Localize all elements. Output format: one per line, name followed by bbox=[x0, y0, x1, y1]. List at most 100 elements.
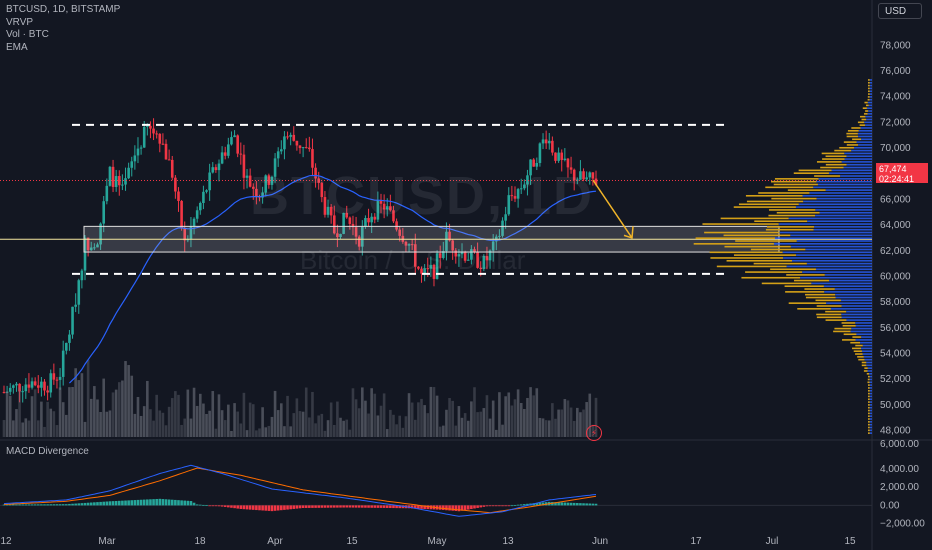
macd-axis-tick: 2,000.00 bbox=[880, 482, 919, 493]
macd-histogram-bar bbox=[77, 503, 81, 506]
macd-pane-title[interactable]: MACD Divergence bbox=[6, 446, 89, 457]
volume-bar bbox=[99, 412, 102, 437]
candle-body bbox=[245, 175, 249, 178]
candle-body bbox=[102, 201, 106, 224]
candle-body bbox=[192, 218, 196, 227]
macd-histogram-bar bbox=[174, 499, 177, 506]
volume-profile-bar bbox=[857, 121, 865, 124]
lightning-icon[interactable]: ⚡ bbox=[586, 425, 602, 441]
candle-body bbox=[248, 175, 252, 187]
time-axis-tick: 15 bbox=[346, 536, 358, 547]
macd-histogram-bar bbox=[276, 505, 280, 511]
volume-bar bbox=[413, 419, 417, 437]
macd-signal-line bbox=[3, 467, 597, 514]
volume-bar bbox=[594, 397, 598, 437]
candle-body bbox=[255, 188, 258, 197]
volume-bar bbox=[460, 417, 464, 437]
volume-profile-bar bbox=[745, 194, 803, 197]
indicator-volume[interactable]: Vol · BTC bbox=[6, 29, 49, 40]
candle-body bbox=[43, 381, 46, 391]
candle-body bbox=[448, 231, 451, 241]
volume-profile-bar bbox=[839, 146, 854, 149]
volume-bar bbox=[149, 409, 152, 437]
volume-bar bbox=[488, 418, 492, 437]
candle-body bbox=[541, 139, 545, 144]
volume-bar bbox=[376, 415, 380, 437]
volume-bar bbox=[5, 391, 9, 437]
macd-histogram-bar bbox=[463, 505, 467, 511]
volume-bar bbox=[426, 413, 430, 437]
volume-profile-bar bbox=[840, 299, 872, 302]
volume-profile-bar bbox=[844, 152, 872, 155]
macd-histogram-bar bbox=[516, 504, 520, 506]
volume-bar bbox=[585, 402, 588, 437]
candle-body bbox=[513, 196, 517, 199]
volume-profile-bar bbox=[866, 364, 872, 367]
candle-body bbox=[535, 162, 539, 167]
candle-body bbox=[114, 176, 118, 187]
volume-bar bbox=[264, 427, 268, 437]
macd-histogram-bar bbox=[323, 505, 327, 508]
volume-bar bbox=[8, 395, 12, 437]
volume-bar bbox=[535, 388, 539, 437]
macd-axis-tick: −2,000.00 bbox=[880, 519, 925, 530]
candle-body bbox=[336, 233, 339, 238]
volume-bar bbox=[523, 409, 526, 437]
macd-histogram-bar bbox=[242, 505, 246, 510]
volume-profile-bar bbox=[790, 234, 872, 237]
macd-histogram-bar bbox=[426, 505, 430, 510]
volume-profile-bar bbox=[841, 313, 872, 316]
volume-profile-bar bbox=[774, 178, 819, 180]
candle-body bbox=[454, 250, 458, 257]
candle-body bbox=[133, 155, 137, 162]
volume-bar bbox=[239, 423, 243, 437]
volume-profile-bar bbox=[826, 302, 872, 304]
volume-bar bbox=[579, 412, 582, 437]
volume-bar bbox=[538, 417, 542, 437]
volume-bar bbox=[49, 408, 53, 437]
volume-profile-bar bbox=[813, 186, 872, 189]
candle-body bbox=[413, 244, 417, 267]
candle-body bbox=[24, 384, 28, 392]
candle-body bbox=[342, 212, 345, 234]
volume-bar bbox=[348, 429, 352, 437]
candle-body bbox=[270, 176, 274, 185]
volume-profile-bar bbox=[861, 118, 867, 121]
volume-profile-bar bbox=[825, 310, 847, 313]
candle-body bbox=[314, 167, 317, 179]
macd-histogram-bar bbox=[155, 498, 158, 506]
volume-bar bbox=[255, 430, 258, 437]
volume-bar bbox=[410, 402, 414, 437]
candle-body bbox=[392, 210, 395, 222]
volume-profile-bar bbox=[828, 172, 872, 174]
volume-profile-bar bbox=[846, 310, 872, 313]
candle-body bbox=[420, 268, 423, 274]
macd-histogram-bar bbox=[301, 505, 305, 508]
volume-bar bbox=[36, 420, 40, 437]
symbol-title[interactable]: BTCUSD, 1D, BITSTAMP bbox=[6, 4, 121, 15]
volume-bar bbox=[314, 423, 317, 437]
candle-body bbox=[233, 135, 236, 138]
volume-bar bbox=[71, 386, 74, 437]
volume-profile-bar bbox=[863, 113, 868, 115]
volume-profile-bar bbox=[868, 375, 870, 378]
indicator-vrvp[interactable]: VRVP bbox=[6, 16, 34, 28]
indicator-ema[interactable]: EMA bbox=[6, 41, 28, 53]
macd-histogram-bar bbox=[236, 505, 239, 509]
macd-histogram-bar bbox=[164, 499, 168, 506]
macd-histogram-bar bbox=[510, 505, 514, 507]
volume-bar bbox=[273, 390, 277, 437]
volume-bar bbox=[301, 411, 305, 437]
volume-profile-bar bbox=[869, 96, 872, 98]
volume-profile-bar bbox=[816, 313, 842, 316]
currency-button[interactable]: USD bbox=[878, 3, 922, 19]
volume-bar bbox=[404, 416, 408, 437]
volume-profile-bar bbox=[735, 240, 797, 242]
macd-histogram-bar bbox=[46, 504, 49, 506]
macd-histogram-bar bbox=[482, 505, 486, 507]
volume-bar bbox=[83, 421, 87, 437]
macd-histogram-bar bbox=[354, 505, 358, 508]
macd-histogram-bar bbox=[186, 500, 190, 506]
candle-body bbox=[538, 143, 542, 163]
